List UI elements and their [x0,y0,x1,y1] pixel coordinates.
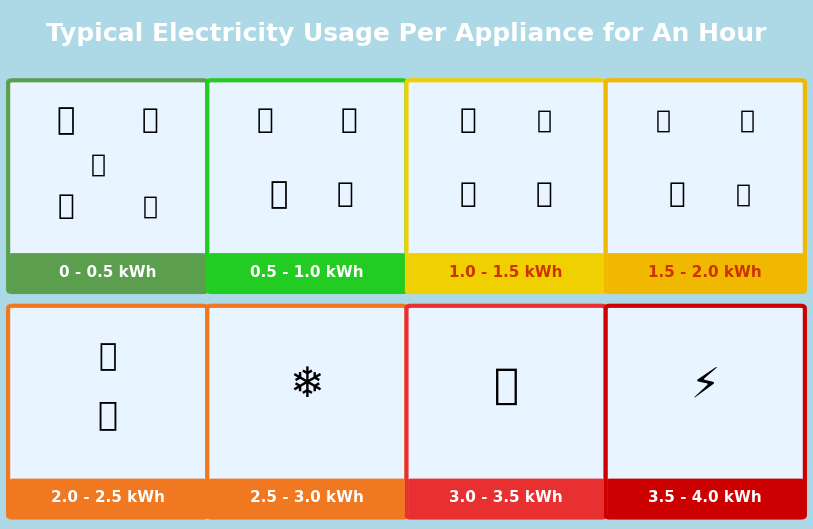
Text: 3.5 - 4.0 kWh: 3.5 - 4.0 kWh [649,490,762,505]
FancyBboxPatch shape [209,253,405,291]
Text: ❄: ❄ [289,364,324,406]
FancyBboxPatch shape [607,253,803,291]
Text: 3.0 - 3.5 kWh: 3.0 - 3.5 kWh [450,490,563,505]
FancyBboxPatch shape [10,253,206,291]
Text: Typical Electricity Usage Per Appliance for An Hour: Typical Electricity Usage Per Appliance … [46,22,767,47]
FancyBboxPatch shape [606,306,805,517]
FancyBboxPatch shape [8,80,207,292]
Text: 🔆: 🔆 [740,108,754,132]
Text: 🔲: 🔲 [98,398,118,431]
Text: 📷: 📷 [257,106,273,134]
Text: 0.5 - 1.0 kWh: 0.5 - 1.0 kWh [250,264,363,280]
Text: 🎮: 🎮 [142,194,157,218]
FancyBboxPatch shape [10,479,206,517]
Text: 🧹: 🧹 [269,180,287,209]
Text: 💻: 💻 [141,106,158,134]
Text: 🌀: 🌀 [57,106,75,135]
FancyBboxPatch shape [207,80,406,292]
FancyBboxPatch shape [408,479,604,517]
Text: 💨: 💨 [656,108,671,132]
Text: 🌀: 🌀 [736,183,751,206]
Text: 💡: 💡 [91,153,106,177]
Text: 0 - 0.5 kWh: 0 - 0.5 kWh [59,264,156,280]
Text: 🔵: 🔵 [493,364,519,406]
Text: 🍽: 🍽 [536,180,553,208]
Text: 🧊: 🧊 [459,180,476,208]
FancyBboxPatch shape [209,479,405,517]
Text: 🧲: 🧲 [537,108,552,132]
Text: ⚡: ⚡ [691,364,720,406]
Text: 1.5 - 2.0 kWh: 1.5 - 2.0 kWh [649,264,762,280]
Text: 1.0 - 1.5 kWh: 1.0 - 1.5 kWh [450,264,563,280]
Text: 🌀: 🌀 [337,180,354,208]
Text: 🫖: 🫖 [459,106,476,134]
FancyBboxPatch shape [408,253,604,291]
FancyBboxPatch shape [8,306,207,517]
Text: 2.5 - 3.0 kWh: 2.5 - 3.0 kWh [250,490,364,505]
Text: 🖥: 🖥 [58,193,74,221]
Text: 🍞: 🍞 [341,106,357,134]
FancyBboxPatch shape [406,306,606,517]
FancyBboxPatch shape [607,479,803,517]
FancyBboxPatch shape [406,80,606,292]
FancyBboxPatch shape [207,306,406,517]
Text: 🔥: 🔥 [98,342,117,371]
FancyBboxPatch shape [606,80,805,292]
Text: 📺: 📺 [668,180,685,208]
Text: 2.0 - 2.5 kWh: 2.0 - 2.5 kWh [50,490,165,505]
